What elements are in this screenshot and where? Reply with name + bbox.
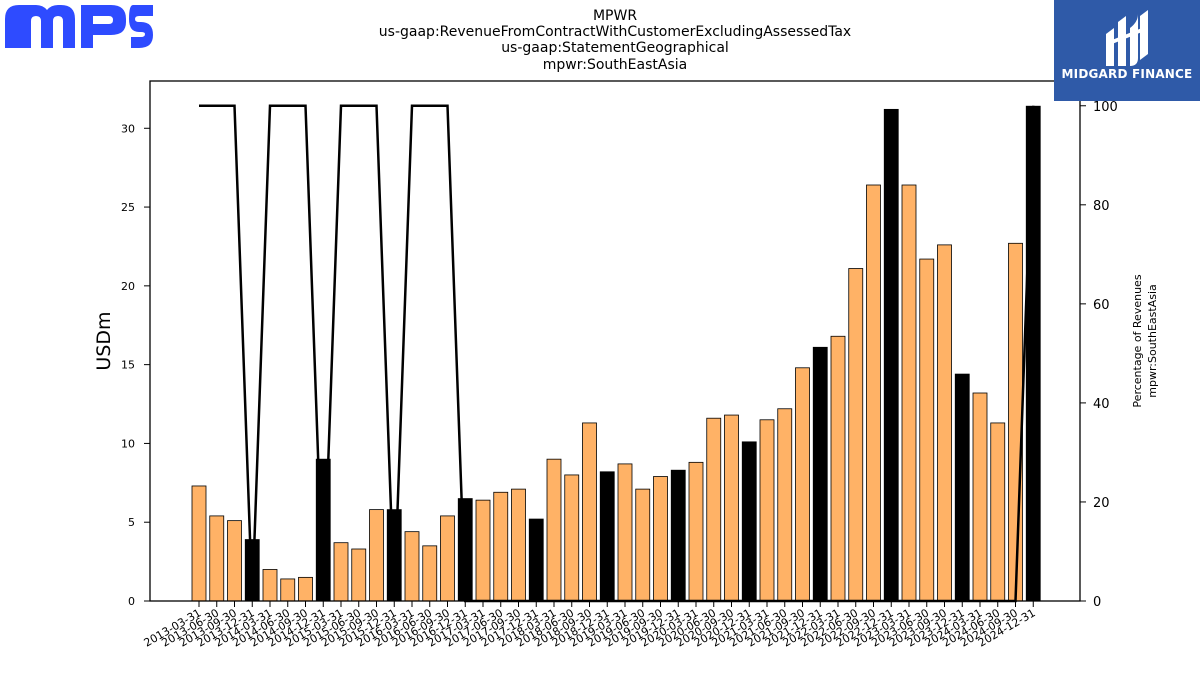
y2-tick-label: 20 [1093,496,1110,511]
bar-quarter [937,244,952,602]
bar-quarter [617,463,633,602]
y-tick-label: 30 [121,122,135,135]
chart-titles: MPWR us-gaap:RevenueFromContractWithCust… [379,8,851,73]
x-axis: 2013-03-312013-06-302013-09-302013-12-31… [142,601,1038,650]
bar-quarter [724,414,739,602]
midgard-logo-icon [1106,10,1148,66]
bar-quarter [404,531,420,602]
bar-quarter [298,576,313,602]
bar-quarter [653,476,668,602]
bar-annual [741,441,757,602]
bar-quarter [511,488,526,602]
midgard-finance-badge: MIDGARD FINANCE [1054,0,1200,101]
bar-quarter [582,422,597,602]
bar-quarter [848,268,864,602]
bar-quarter [369,509,384,602]
bar-quarter [972,392,988,602]
bar-quarter [901,184,917,602]
bar-quarter [209,515,225,602]
y2-axis-label: Percentage of Revenues mpwr:SouthEastAsi… [1131,274,1159,407]
bar-quarter [191,485,207,602]
midgard-badge-text: MIDGARD FINANCE [1061,67,1193,81]
bar-quarter [759,419,775,602]
title-line-1: MPWR [593,8,637,24]
title-line-3: us-gaap:StatementGeographical [501,40,729,56]
y-tick-label: 10 [121,437,135,450]
bar-quarter [351,548,367,602]
bar-annual [812,346,828,602]
bar-annual [1025,105,1041,602]
y2-tick-label: 0 [1093,595,1101,610]
bar-quarter [1008,242,1023,602]
y-axis-right: 0 20 40 60 80 100 [1080,100,1118,610]
y-axis-left: 0 5 10 15 20 25 30 [121,122,150,608]
bar-quarter [475,499,491,602]
title-line-2: us-gaap:RevenueFromContractWithCustomerE… [379,24,851,40]
bar-quarter [564,474,580,602]
bar-quarter [493,491,509,602]
bar-quarter [546,458,562,602]
plot-frame [149,80,1081,602]
bar-quarter [866,184,881,602]
bar-quarter [262,569,278,602]
y2-tick-label: 80 [1093,199,1110,214]
y2-tick-label: 60 [1093,298,1110,313]
bar-quarter [422,545,438,602]
bar-quarter [440,515,455,602]
y2-axis-label-line-1: Percentage of Revenues [1131,274,1144,407]
bar-quarter [280,578,296,602]
bar-annual [670,469,686,602]
bars-group [191,105,1041,602]
bar-quarter [635,488,651,602]
bar-quarter [830,335,846,602]
bar-quarter [688,461,704,602]
bar-annual [883,108,899,602]
y-tick-label: 5 [128,516,135,529]
bar-annual [599,471,615,602]
bar-quarter [777,408,793,602]
bar-quarter [706,417,722,602]
y2-tick-label: 40 [1093,397,1110,412]
bar-annual [528,518,544,602]
y-tick-label: 0 [128,595,135,608]
mps-logo [5,5,153,48]
y-tick-label: 20 [121,280,135,293]
bar-quarter [795,367,810,602]
y-tick-label: 25 [121,201,135,214]
y-axis-label: USDm [93,311,115,370]
bar-quarter [333,542,349,602]
plot-area: 0 5 10 15 20 25 30 0 20 40 60 80 100 2013-03-312013… [121,80,1118,650]
bar-quarter [227,520,242,602]
bar-quarter [919,258,935,602]
title-line-4: mpwr:SouthEastAsia [543,57,687,73]
bar-quarter [990,422,1006,602]
y2-axis-label-line-2: mpwr:SouthEastAsia [1146,284,1159,398]
y-tick-label: 15 [121,359,135,372]
y2-tick-label: 100 [1093,100,1118,115]
bar-annual [954,373,970,602]
